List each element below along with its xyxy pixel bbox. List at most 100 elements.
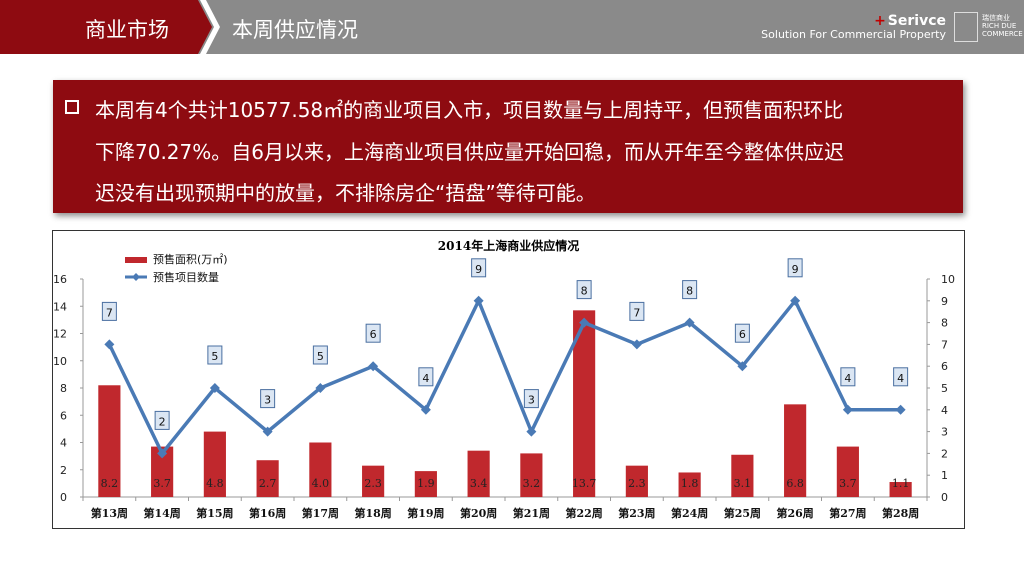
x-tick-label: 第18周: [354, 506, 391, 520]
count-data-label: 3: [264, 394, 271, 407]
x-tick-label: 第16周: [249, 506, 286, 520]
x-tick-label: 第13周: [91, 506, 128, 520]
bullet-square-icon: [65, 100, 79, 114]
x-tick-label: 第28周: [882, 506, 919, 520]
bar-data-label: 2.3: [628, 477, 646, 490]
bar: [520, 453, 543, 497]
count-label-box: [471, 258, 487, 278]
section-tab[interactable]: [0, 0, 212, 54]
y-tick-label-left: 12: [53, 328, 67, 341]
count-marker: [631, 339, 642, 350]
y-tick-label-left: 10: [53, 355, 67, 368]
y-tick-label-left: 16: [53, 273, 67, 286]
bar-data-label: 1.1: [892, 477, 910, 490]
bar-data-label: 3.7: [839, 477, 857, 490]
chart-title: 2014年上海商业供应情况: [437, 239, 580, 253]
y-tick-label-right: 1: [941, 469, 948, 482]
count-marker: [420, 404, 431, 415]
bar: [98, 385, 121, 497]
brand-block: + Serivce Solution For Commercial Propert…: [761, 14, 946, 42]
count-label-box: [101, 301, 117, 321]
x-tick-label: 第22周: [565, 506, 602, 520]
count-label-box: [734, 323, 750, 343]
count-data-label: 6: [370, 328, 377, 341]
count-marker: [684, 317, 695, 328]
y-tick-label-right: 5: [941, 382, 948, 395]
bar: [203, 431, 226, 497]
y-tick-label-right: 3: [941, 426, 948, 439]
chart-container: 2014年上海商业供应情况 0 2 4 6 8 10 12 14 16 0 1 2 3 4 5 6 7 8 9 10 8…: [52, 230, 965, 529]
bar-data-label: 3.1: [734, 477, 752, 490]
x-tick-label: 第25周: [724, 506, 761, 520]
bar-data-label: 6.8: [786, 477, 804, 490]
logo-mark-icon: [954, 12, 978, 42]
bar-data-label: 4.0: [312, 477, 330, 490]
count-data-label: 4: [897, 372, 904, 385]
count-label-box: [418, 367, 434, 387]
count-data-label: 7: [633, 306, 640, 319]
page-title: 本周供应情况: [232, 18, 358, 42]
bar-data-label: 4.8: [206, 477, 224, 490]
x-tick-label: 第20周: [460, 506, 497, 520]
bar: [731, 454, 754, 497]
bar: [414, 471, 437, 497]
count-marker: [368, 361, 379, 372]
summary-line-1: 本周有4个共计10577.58㎡的商业项目入市，项目数量与上周持平，但预售面积环…: [95, 98, 844, 122]
count-label-box: [576, 280, 592, 300]
count-data-label: 2: [159, 415, 166, 428]
count-marker: [842, 404, 853, 415]
company-logo: 瑞信商业 RICH DUE COMMERCE: [954, 12, 1023, 42]
count-data-label: 8: [686, 285, 693, 298]
summary-callout: 本周有4个共计10577.58㎡的商业项目入市，项目数量与上周持平，但预售面积环…: [53, 80, 963, 213]
bar-data-label: 3.7: [153, 477, 171, 490]
y-tick-label-left: 2: [60, 464, 67, 477]
y-tick-label-right: 6: [941, 360, 948, 373]
section-tab-shape: [0, 0, 212, 54]
count-label-box: [893, 367, 909, 387]
count-data-label: 6: [739, 328, 746, 341]
y-tick-label-left: 14: [53, 300, 67, 313]
count-data-label: 4: [422, 372, 429, 385]
bar-data-label: 3.2: [523, 477, 541, 490]
count-marker: [737, 361, 748, 372]
bar-data-label: 2.3: [364, 477, 382, 490]
logo-text: 瑞信商业 RICH DUE COMMERCE: [982, 14, 1023, 38]
y-tick-label-left: 8: [60, 382, 67, 395]
count-data-label: 3: [528, 394, 535, 407]
brand-plus: +: [874, 13, 886, 29]
x-tick-label: 第19周: [407, 506, 444, 520]
y-tick-label-right: 9: [941, 295, 948, 308]
count-label-box: [154, 410, 170, 430]
count-label-box: [207, 345, 223, 365]
bar: [573, 310, 596, 497]
section-label: 商业市场: [85, 18, 169, 42]
x-tick-label: 第24周: [671, 506, 708, 520]
summary-line-2: 下降70.27%。自6月以来，上海商业项目供应量开始回稳，而从开年至今整体供应迟: [95, 140, 844, 164]
chevron-divider-icon: [200, 0, 220, 54]
count-label-box: [629, 301, 645, 321]
count-marker: [104, 339, 115, 350]
count-marker: [209, 383, 220, 393]
x-tick-label: 第15周: [196, 506, 233, 520]
x-tick-label: 第26周: [776, 506, 813, 520]
bar-data-label: 2.7: [259, 477, 277, 490]
y-tick-label-left: 6: [60, 409, 67, 422]
header-bar: 商业市场 本周供应情况 + Serivce Solution For Commer…: [0, 0, 1024, 54]
y-tick-label-right: 8: [941, 317, 948, 330]
count-marker: [262, 426, 273, 437]
count-marker: [790, 295, 801, 306]
y-tick-label-right: 7: [941, 338, 948, 351]
bar: [467, 450, 490, 497]
count-label-box: [787, 258, 803, 278]
bar: [625, 465, 648, 497]
count-marker: [157, 448, 168, 459]
bar-data-label: 13.7: [572, 477, 597, 490]
x-tick-label: 第14周: [143, 506, 180, 520]
count-data-label: 5: [317, 350, 324, 363]
bar-data-label: 3.4: [470, 477, 488, 490]
count-label-box: [365, 323, 381, 343]
bar: [678, 472, 701, 497]
count-label-box: [840, 367, 856, 387]
bar: [836, 446, 859, 497]
summary-line-3: 迟没有出现预期中的放量，不排除房企“捂盘”等待可能。: [95, 181, 596, 205]
